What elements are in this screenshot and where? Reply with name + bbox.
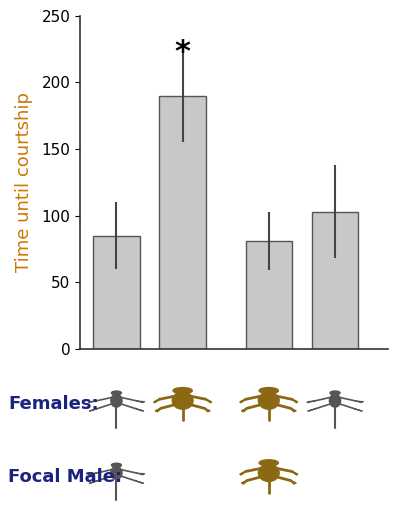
Ellipse shape [259,388,278,394]
Ellipse shape [111,394,122,407]
Ellipse shape [173,388,192,394]
Bar [93,235,140,349]
Text: Females:: Females: [8,395,99,413]
Ellipse shape [258,392,279,410]
Bar [160,96,206,349]
Ellipse shape [259,460,278,466]
Ellipse shape [258,464,279,481]
Bar [246,241,292,349]
Ellipse shape [111,466,122,479]
Ellipse shape [112,463,122,467]
Bar [312,212,358,349]
Ellipse shape [330,391,340,395]
Ellipse shape [330,394,341,407]
Text: *: * [175,39,191,68]
Ellipse shape [172,392,193,410]
Y-axis label: Time until courtship: Time until courtship [15,92,33,272]
Ellipse shape [112,391,122,395]
Text: Focal Male:: Focal Male: [8,468,122,486]
